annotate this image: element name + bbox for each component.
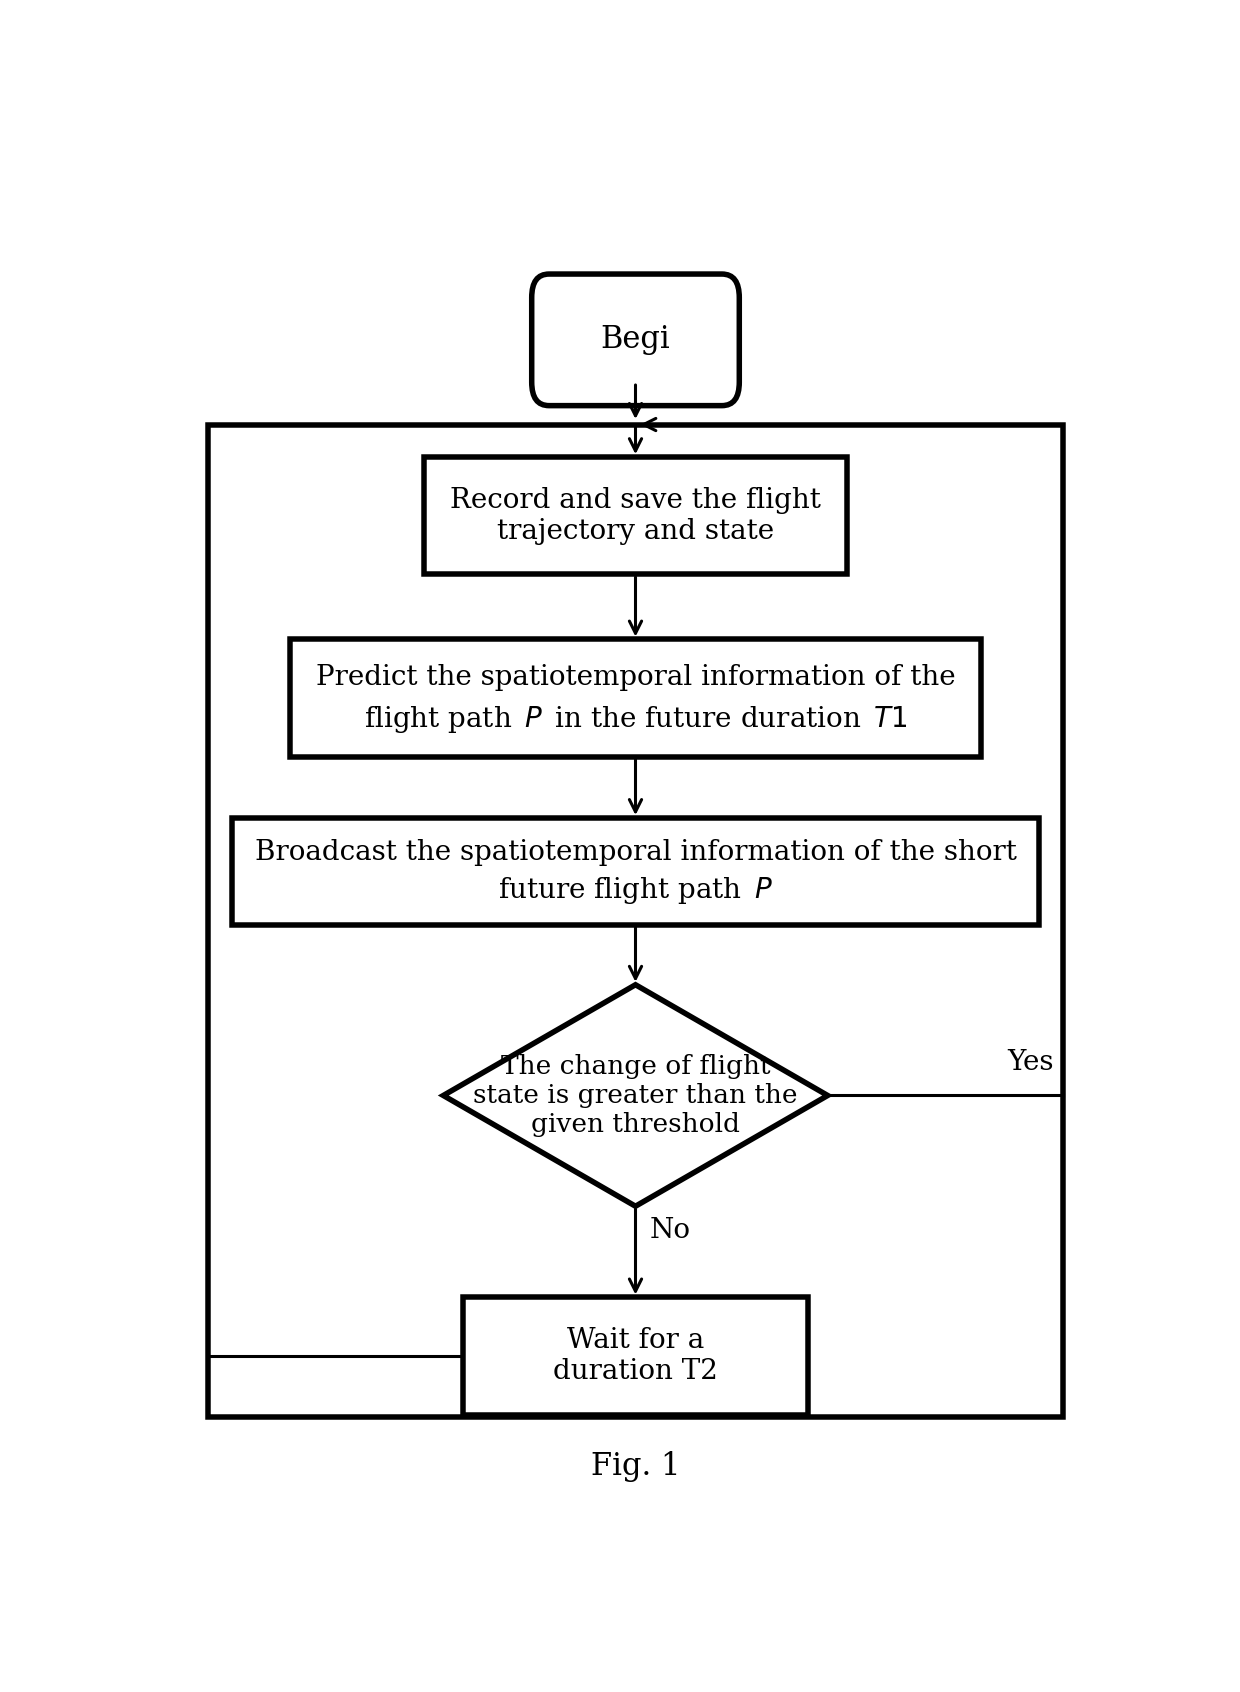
Text: The change of flight
state is greater than the
given threshold: The change of flight state is greater th… bbox=[474, 1054, 797, 1137]
Text: Fig. 1: Fig. 1 bbox=[590, 1452, 681, 1482]
Bar bbox=[208, 425, 1063, 1418]
Text: Wait for a
duration T2: Wait for a duration T2 bbox=[553, 1327, 718, 1386]
Text: flight path  $P$  in the future duration  $T1$: flight path $P$ in the future duration $… bbox=[363, 704, 908, 734]
Text: future flight path  $P$: future flight path $P$ bbox=[498, 875, 773, 907]
Text: Predict the spatiotemporal information of the: Predict the spatiotemporal information o… bbox=[316, 663, 955, 690]
Text: Begi: Begi bbox=[600, 325, 671, 355]
Text: Broadcast the spatiotemporal information of the short: Broadcast the spatiotemporal information… bbox=[254, 839, 1017, 866]
Polygon shape bbox=[444, 985, 828, 1206]
FancyBboxPatch shape bbox=[532, 274, 739, 406]
Text: Record and save the flight
trajectory and state: Record and save the flight trajectory an… bbox=[450, 487, 821, 545]
Bar bbox=[424, 457, 847, 574]
Text: Yes: Yes bbox=[1007, 1049, 1054, 1076]
Bar bbox=[463, 1298, 808, 1415]
Bar bbox=[290, 640, 982, 756]
Text: No: No bbox=[650, 1217, 691, 1244]
Bar bbox=[232, 817, 1039, 926]
